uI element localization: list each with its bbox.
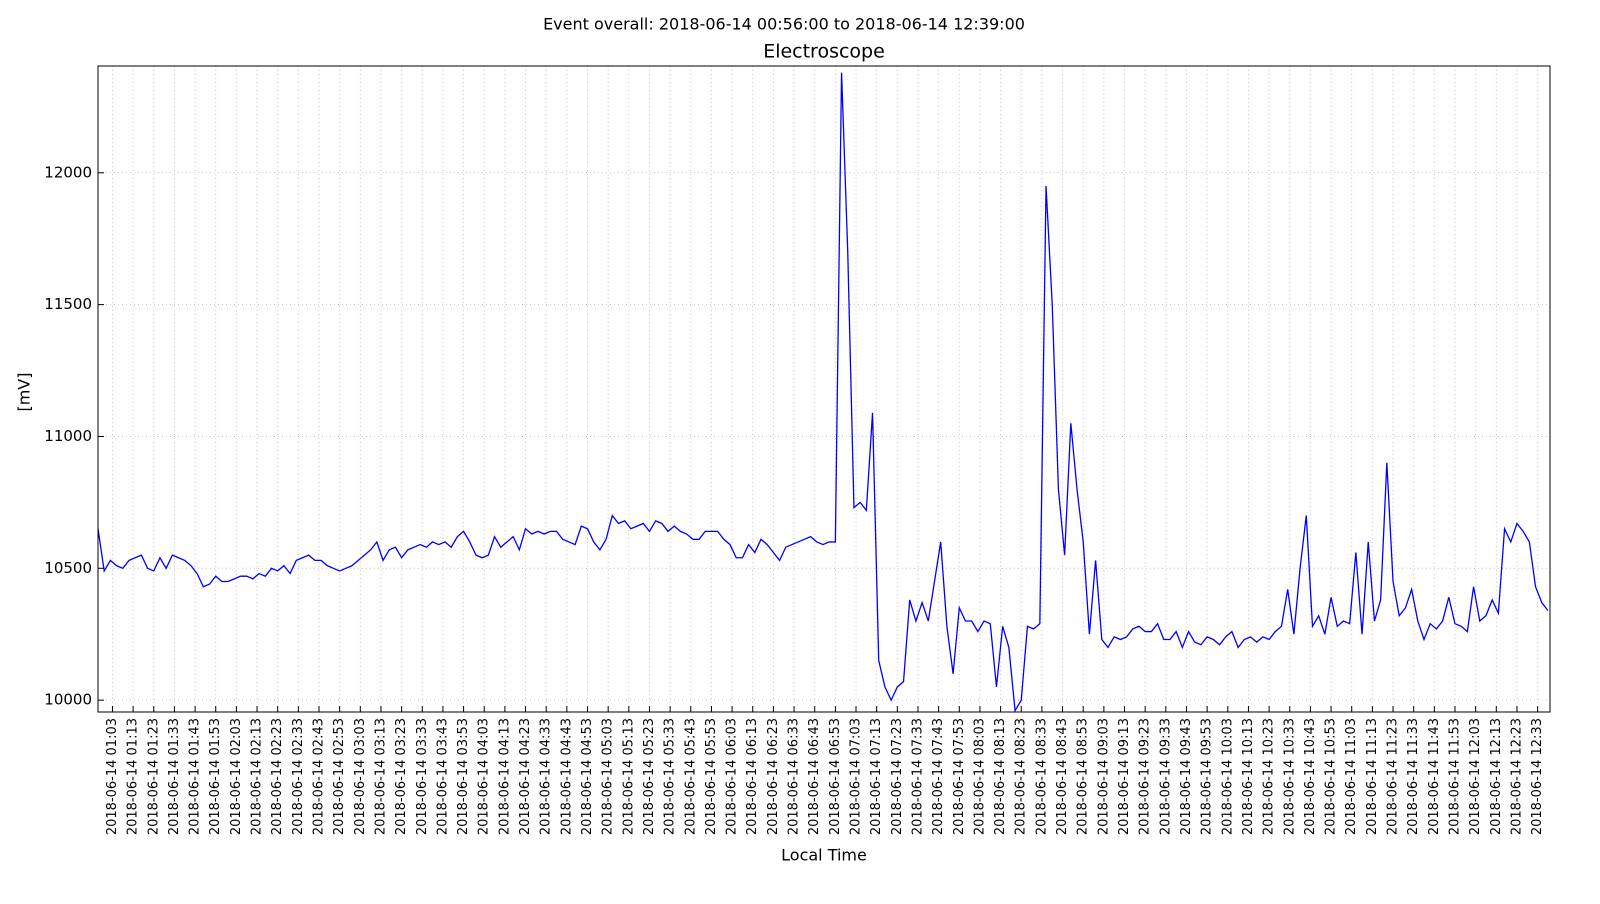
x-tick-label: 2018-06-14 08:33 — [1034, 718, 1049, 835]
y-tick-label: 10500 — [44, 559, 92, 577]
x-tick-label: 2018-06-14 07:23 — [890, 718, 905, 835]
x-tick-label: 2018-06-14 10:03 — [1220, 718, 1235, 835]
x-tick-label: 2018-06-14 11:43 — [1427, 718, 1442, 835]
x-tick-label: 2018-06-14 09:33 — [1158, 718, 1173, 835]
x-tick-label: 2018-06-14 09:23 — [1138, 718, 1153, 835]
chart-subtitle: Event overall: 2018-06-14 00:56:00 to 20… — [543, 15, 1025, 34]
x-tick-label: 2018-06-14 05:43 — [683, 718, 698, 835]
x-tick-label: 2018-06-14 01:43 — [188, 718, 203, 835]
x-tick-label: 2018-06-14 01:03 — [105, 718, 120, 835]
x-tick-label: 2018-06-14 08:53 — [1076, 718, 1091, 835]
x-tick-label: 2018-06-14 02:23 — [270, 718, 285, 835]
x-tick-label: 2018-06-14 07:03 — [849, 718, 864, 835]
x-tick-label: 2018-06-14 03:53 — [456, 718, 471, 835]
x-tick-label: 2018-06-14 11:13 — [1365, 718, 1380, 835]
x-tick-label: 2018-06-14 04:53 — [580, 718, 595, 835]
x-tick-label: 2018-06-14 09:53 — [1200, 718, 1215, 835]
x-tick-label: 2018-06-14 12:23 — [1509, 718, 1524, 835]
x-tick-label: 2018-06-14 07:33 — [910, 718, 925, 835]
x-tick-label: 2018-06-14 12:03 — [1468, 718, 1483, 835]
x-tick-label: 2018-06-14 03:23 — [394, 718, 409, 835]
x-tick-label: 2018-06-14 07:13 — [869, 718, 884, 835]
x-tick-label: 2018-06-14 02:13 — [250, 718, 265, 835]
x-tick-label: 2018-06-14 03:13 — [373, 718, 388, 835]
x-tick-label: 2018-06-14 05:33 — [663, 718, 678, 835]
x-tick-label: 2018-06-14 08:43 — [1055, 718, 1070, 835]
x-tick-label: 2018-06-14 06:43 — [807, 718, 822, 835]
y-tick-label: 10000 — [44, 691, 92, 709]
x-tick-label: 2018-06-14 06:13 — [745, 718, 760, 835]
x-axis-label: Local Time — [781, 846, 867, 865]
x-tick-label: 2018-06-14 06:33 — [787, 718, 802, 835]
y-tick-label: 11500 — [44, 295, 92, 313]
x-tick-label: 2018-06-14 05:03 — [601, 718, 616, 835]
x-tick-label: 2018-06-14 07:53 — [952, 718, 967, 835]
x-tick-label: 2018-06-14 10:53 — [1324, 718, 1339, 835]
x-tick-label: 2018-06-14 08:13 — [993, 718, 1008, 835]
x-tick-label: 2018-06-14 11:23 — [1386, 718, 1401, 835]
x-tick-label: 2018-06-14 11:33 — [1406, 718, 1421, 835]
x-tick-label: 2018-06-14 09:13 — [1117, 718, 1132, 835]
x-tick-label: 2018-06-14 05:23 — [642, 718, 657, 835]
x-tick-label: 2018-06-14 10:23 — [1262, 718, 1277, 835]
x-tick-label: 2018-06-14 04:33 — [539, 718, 554, 835]
x-tick-label: 2018-06-14 11:53 — [1447, 718, 1462, 835]
x-tick-label: 2018-06-14 08:23 — [1014, 718, 1029, 835]
x-tick-label: 2018-06-14 02:43 — [312, 718, 327, 835]
x-tick-label: 2018-06-14 03:33 — [415, 718, 430, 835]
x-tick-label: 2018-06-14 02:53 — [332, 718, 347, 835]
x-tick-label: 2018-06-14 03:43 — [435, 718, 450, 835]
y-tick-label: 11000 — [44, 427, 92, 445]
x-tick-label: 2018-06-14 08:03 — [972, 718, 987, 835]
x-tick-label: 2018-06-14 05:53 — [704, 718, 719, 835]
x-tick-label: 2018-06-14 04:13 — [497, 718, 512, 835]
x-tick-label: 2018-06-14 05:13 — [621, 718, 636, 835]
plot-frame — [97, 65, 1551, 713]
x-tick-label: 2018-06-14 10:33 — [1282, 718, 1297, 835]
x-tick-label: 2018-06-14 04:23 — [518, 718, 533, 835]
x-tick-label: 2018-06-14 07:43 — [931, 718, 946, 835]
x-tick-label: 2018-06-14 01:33 — [167, 718, 182, 835]
x-tick-label: 2018-06-14 03:03 — [353, 718, 368, 835]
x-tick-label: 2018-06-14 04:03 — [477, 718, 492, 835]
x-tick-label: 2018-06-14 06:53 — [828, 718, 843, 835]
x-tick-label: 2018-06-14 04:43 — [559, 718, 574, 835]
x-tick-label: 2018-06-14 10:43 — [1303, 718, 1318, 835]
x-tick-label: 2018-06-14 11:03 — [1344, 718, 1359, 835]
x-tick-label: 2018-06-14 09:43 — [1179, 718, 1194, 835]
x-tick-label: 2018-06-14 02:03 — [229, 718, 244, 835]
x-tick-label: 2018-06-14 12:33 — [1530, 718, 1545, 835]
y-axis-label: [mV] — [15, 372, 34, 411]
x-tick-label: 2018-06-14 01:53 — [208, 718, 223, 835]
x-tick-label: 2018-06-14 09:03 — [1096, 718, 1111, 835]
x-tick-label: 2018-06-14 01:13 — [126, 718, 141, 835]
x-tick-label: 2018-06-14 01:23 — [146, 718, 161, 835]
x-tick-label: 2018-06-14 02:33 — [291, 718, 306, 835]
data-line — [98, 72, 1549, 712]
x-tick-label: 2018-06-14 10:13 — [1241, 718, 1256, 835]
x-tick-label: 2018-06-14 12:13 — [1489, 718, 1504, 835]
x-tick-label: 2018-06-14 06:03 — [725, 718, 740, 835]
chart-title: Electroscope — [763, 41, 885, 63]
y-tick-label: 12000 — [44, 163, 92, 181]
x-tick-label: 2018-06-14 06:23 — [766, 718, 781, 835]
